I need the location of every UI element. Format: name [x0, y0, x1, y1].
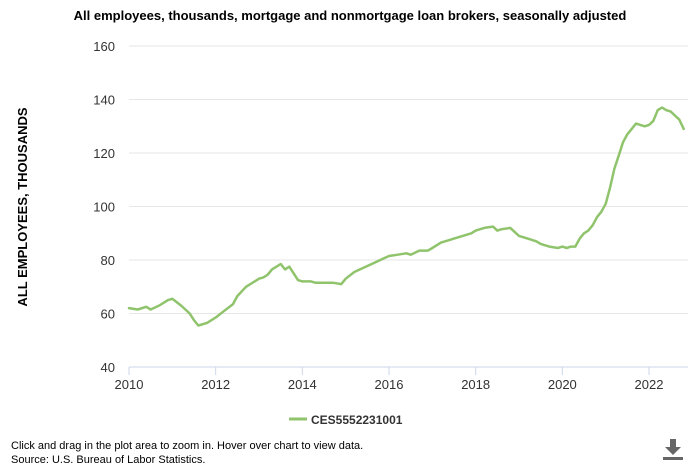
series-layer[interactable] — [127, 106, 685, 327]
y-tick-label: 120 — [93, 146, 115, 161]
download-icon — [663, 439, 683, 460]
y-tick-label: 160 — [93, 39, 115, 54]
zoom-hint-text: Click and drag in the plot area to zoom … — [11, 440, 364, 452]
y-tick-label: 100 — [93, 200, 115, 215]
x-tick-label: 2016 — [375, 377, 404, 392]
y-tick-label: 80 — [101, 253, 115, 268]
x-tick-label: 2010 — [115, 377, 144, 392]
x-tick-label: 2014 — [288, 377, 317, 392]
axes: 40 60 80 100 120 140 160 2010 2012 2014 2016 2018 20… — [93, 39, 688, 392]
x-tick-label: 2018 — [461, 377, 490, 392]
x-tick-label: 2022 — [635, 377, 664, 392]
legend-item-label[interactable]: CES5552231001 — [311, 413, 403, 427]
grid-lines — [129, 45, 688, 314]
y-axis-label: ALL EMPLOYEES, THOUSANDS — [15, 107, 30, 306]
chart-title: All employees, thousands, mortgage and n… — [73, 8, 627, 23]
source-text: Source: U.S. Bureau of Labor Statistics. — [11, 454, 206, 466]
series-line[interactable] — [127, 106, 685, 327]
legend[interactable]: CES5552231001 — [289, 413, 403, 427]
chart-footer: Click and drag in the plot area to zoom … — [11, 439, 363, 467]
y-tick-label: 140 — [93, 93, 115, 108]
download-button[interactable] — [661, 437, 685, 461]
x-tick-label: 2020 — [548, 377, 577, 392]
y-tick-label: 60 — [101, 307, 115, 322]
x-tick-label: 2012 — [201, 377, 230, 392]
y-tick-label: 40 — [101, 360, 115, 375]
